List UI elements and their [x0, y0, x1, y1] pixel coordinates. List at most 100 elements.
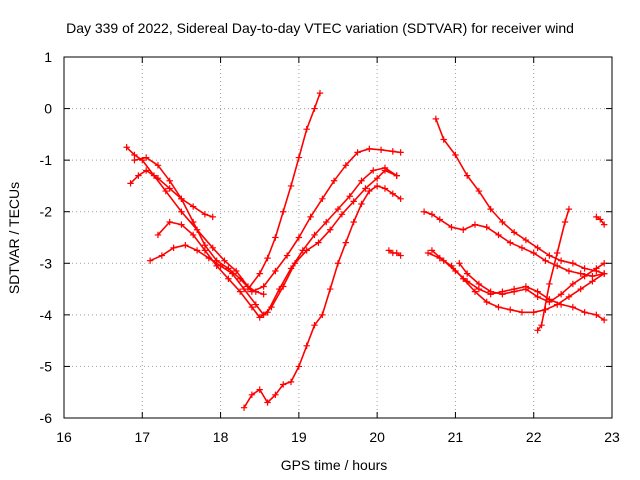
data-point: [569, 303, 577, 311]
data-point: [534, 293, 541, 301]
data-point: [581, 265, 588, 272]
data-point: [123, 144, 130, 151]
data-point: [295, 234, 303, 241]
data-point: [252, 301, 259, 308]
data-point: [358, 177, 365, 184]
data-point: [260, 283, 267, 290]
data-point: [182, 242, 189, 249]
y-tick-label: -6: [40, 410, 53, 426]
x-tick-label: 23: [604, 429, 620, 445]
data-point: [397, 252, 404, 259]
data-point: [354, 149, 361, 156]
chart-title: Day 339 of 2022, Sidereal Day-to-day VTE…: [66, 20, 574, 36]
series-line: [157, 167, 398, 319]
data-point: [569, 260, 577, 267]
data-point: [311, 321, 318, 329]
data-point: [373, 174, 381, 182]
series-track-c: [131, 145, 404, 295]
data-point: [448, 223, 455, 231]
data-point: [295, 363, 303, 370]
data-point: [428, 211, 436, 218]
y-tick-label: -2: [40, 204, 53, 220]
series-track-f: [240, 182, 404, 411]
series-track-o: [593, 213, 608, 228]
series-track-g: [244, 89, 324, 293]
data-point: [463, 278, 471, 285]
data-point: [178, 221, 185, 228]
data-point: [593, 265, 600, 272]
data-point: [507, 239, 514, 246]
data-point: [495, 303, 502, 311]
data-point: [178, 208, 185, 215]
series-track-k: [424, 249, 608, 316]
data-point: [233, 267, 240, 275]
data-point: [189, 218, 197, 226]
data-point: [189, 203, 197, 210]
data-point: [397, 195, 404, 203]
data-point: [565, 267, 573, 275]
data-point: [393, 249, 400, 257]
data-point: [463, 270, 471, 277]
data-point: [452, 151, 459, 159]
data-point: [518, 244, 526, 252]
data-point: [272, 391, 279, 398]
data-point: [600, 221, 608, 228]
data-point: [189, 231, 197, 239]
data-point: [143, 167, 150, 174]
data-point: [311, 105, 318, 112]
data-point: [600, 270, 608, 277]
data-point: [272, 234, 279, 241]
series-line: [458, 262, 605, 303]
data-point: [166, 185, 173, 192]
data-point: [389, 148, 396, 155]
series-line: [536, 208, 570, 331]
data-point: [597, 216, 604, 223]
data-point: [256, 314, 263, 321]
data-point: [557, 291, 565, 298]
data-point: [522, 236, 530, 244]
data-point: [510, 229, 518, 236]
data-point: [557, 257, 565, 264]
data-point: [272, 267, 279, 275]
data-point: [315, 239, 322, 246]
data-point: [557, 301, 565, 308]
data-point: [319, 311, 326, 319]
data-point: [581, 272, 588, 280]
data-point: [475, 280, 483, 288]
data-point: [221, 257, 228, 264]
data-point: [499, 291, 506, 298]
data-point: [154, 162, 162, 169]
series-track-e: [154, 164, 400, 321]
data-point: [424, 249, 432, 257]
grid-lines: [64, 57, 612, 418]
y-tick-label: 0: [44, 101, 52, 117]
data-point: [326, 285, 334, 293]
data-point: [299, 247, 306, 254]
data-point: [350, 198, 357, 205]
data-point: [276, 285, 283, 293]
x-tick-label: 19: [291, 429, 307, 445]
y-tick-label: -1: [40, 152, 53, 168]
data-point: [546, 280, 553, 288]
data-point: [534, 327, 541, 334]
data-point: [248, 303, 256, 311]
data-point: [366, 187, 373, 195]
data-point: [522, 285, 530, 293]
data-point: [311, 231, 318, 239]
data-point: [143, 154, 150, 161]
data-point: [385, 247, 393, 254]
data-point: [483, 223, 490, 231]
data-point: [389, 190, 396, 197]
data-point: [326, 226, 334, 233]
series-track-i: [432, 115, 608, 277]
data-point: [534, 244, 541, 252]
data-point: [507, 306, 514, 313]
data-point: [546, 252, 553, 259]
data-point: [287, 265, 295, 272]
data-point: [330, 177, 338, 184]
data-point: [213, 262, 220, 270]
x-tick-label: 22: [526, 429, 542, 445]
data-point: [495, 231, 502, 239]
x-tick-label: 18: [213, 429, 229, 445]
